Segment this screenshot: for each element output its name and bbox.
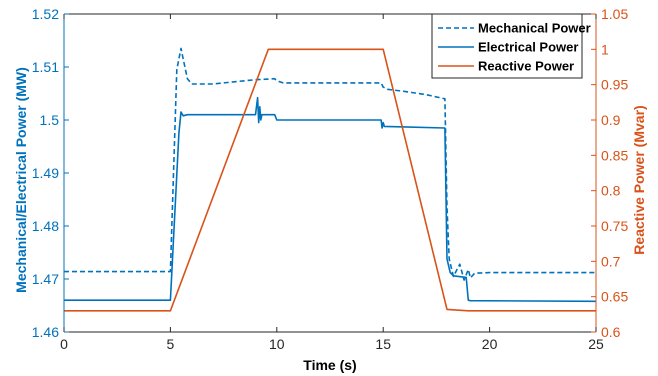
y-right-tick-label: 1 — [601, 41, 609, 57]
legend-box — [431, 13, 583, 79]
y-right-axis-title: Reactive Power (Mvar) — [631, 105, 647, 254]
x-tick-label: 20 — [482, 336, 498, 352]
x-tick-label: 15 — [375, 336, 391, 352]
series-line-mechanical-power — [64, 47, 596, 281]
y-right-tick-label: 0.75 — [601, 218, 628, 234]
y-left-tick-label: 1.51 — [32, 59, 59, 75]
x-tick-label: 25 — [588, 336, 604, 352]
legend: Mechanical Power Electrical Power Reacti… — [431, 13, 591, 79]
y-left-tick-label: 1.47 — [32, 271, 59, 287]
legend-label-reactive: Reactive Power — [478, 59, 574, 74]
y-right-tick-label: 0.65 — [601, 289, 628, 305]
legend-label-electrical: Electrical Power — [478, 40, 578, 55]
x-axis-title: Time (s) — [303, 357, 356, 373]
x-tick-label: 5 — [167, 336, 175, 352]
y-left-axis-title: Mechanical/Electrical Power (MW) — [13, 67, 29, 293]
y-right-tick-label: 1.05 — [601, 6, 628, 22]
x-tick-label: 10 — [269, 336, 285, 352]
legend-label-mechanical: Mechanical Power — [478, 21, 591, 36]
y-right-tick-label: 0.85 — [601, 147, 628, 163]
series-line-reactive-power — [64, 48, 596, 312]
y-right-tick-label: 0.6 — [601, 324, 621, 340]
y-right-tick-label: 0.95 — [601, 77, 628, 93]
y-left-tick-label: 1.48 — [32, 218, 59, 234]
y-left-tick-label: 1.46 — [32, 324, 59, 340]
series-line-electrical-power — [64, 96, 597, 303]
y-left-tick-label: 1.5 — [40, 112, 60, 128]
y-right-tick-label: 0.9 — [601, 112, 621, 128]
y-left-tick-label: 1.52 — [32, 6, 59, 22]
y-left-tick-label: 1.49 — [32, 165, 59, 181]
x-tick-label: 0 — [60, 336, 68, 352]
y-right-tick-label: 0.7 — [601, 253, 621, 269]
y-right-tick-label: 0.8 — [601, 183, 621, 199]
